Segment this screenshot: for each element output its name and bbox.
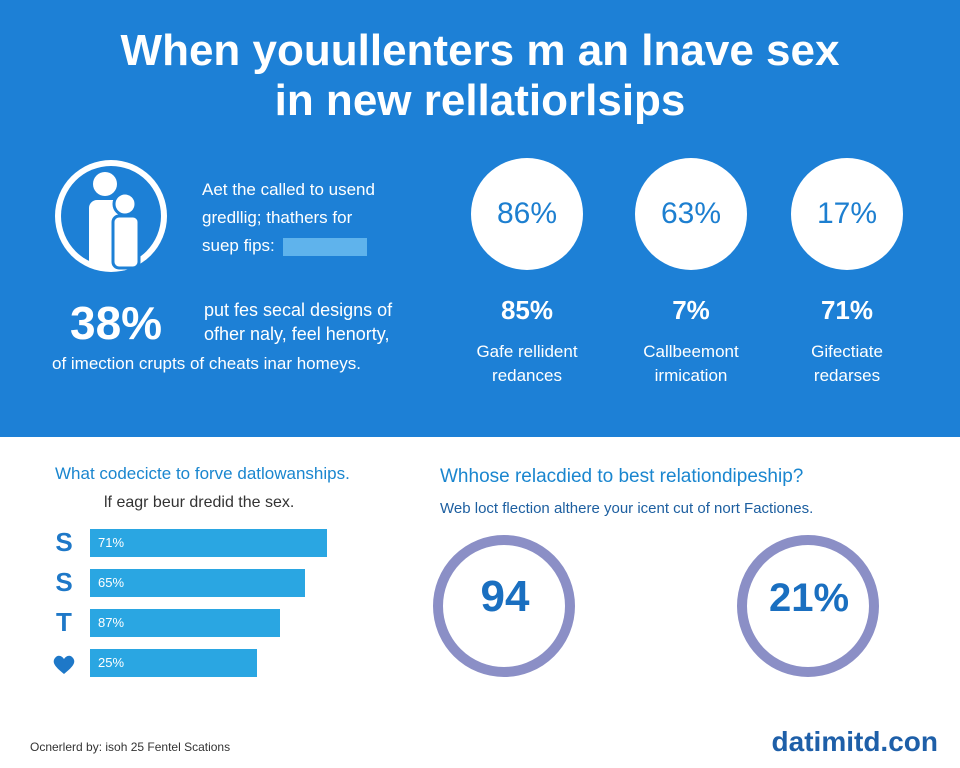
stat-circle: 86%: [471, 158, 583, 270]
bar-label: 71%: [98, 535, 125, 550]
highlight-line: ofher naly, feel henorty,: [204, 324, 390, 344]
stat-label: irmication: [654, 366, 728, 385]
bar: [90, 649, 257, 677]
bar-icon: S: [55, 567, 73, 597]
stat-label: redarses: [813, 366, 881, 385]
title: When youullenters m an lnave sex: [120, 26, 840, 75]
footer-brand: datimitd.con: [771, 726, 938, 757]
footer-credit: Ocnerlerd by: isoh 25 Fentel Scations: [30, 740, 231, 754]
stat-label: Gifectiate: [811, 342, 883, 361]
heart-icon: [53, 655, 75, 674]
stat-value: 85%: [500, 295, 554, 325]
title: in new rellatiorlsips: [274, 76, 686, 125]
stat-circle: 17%: [791, 158, 903, 270]
bar-label: 25%: [98, 655, 125, 670]
bar: [90, 529, 327, 557]
panel-subtitle: Web loct flection althere your icent cut…: [440, 500, 814, 517]
panel-title: What codecicte to forve datlowanships.: [55, 464, 350, 483]
highlight-caption: of imection crupts of cheats inar homeys…: [52, 354, 361, 373]
stat-label: Gafe rellident: [476, 342, 578, 361]
bar: [90, 609, 280, 637]
intro-line: suep fips:: [202, 232, 375, 260]
donut: [433, 535, 575, 677]
intro-line: gredllig; thathers for: [202, 208, 353, 227]
bar-icon: T: [56, 607, 72, 637]
bar: [90, 569, 305, 597]
bar-label: 65%: [98, 575, 125, 590]
bar-label: 87%: [98, 615, 125, 630]
stat-value: 7%: [672, 295, 710, 325]
highlight-stat: 38%: [70, 297, 163, 349]
donut: [737, 535, 879, 677]
intro-line: Aet the called to usend: [202, 180, 375, 199]
stat-label: redances: [492, 366, 562, 385]
panel-title: Whhose relacdied to best relationdipeshi…: [440, 466, 804, 487]
panel-subtitle: lf eagr beur dredid the sex.: [104, 494, 295, 511]
highlight-line: put fes secal designs of: [204, 300, 393, 320]
stat-value: 71%: [820, 295, 874, 325]
donut-label: 21%: [768, 576, 850, 620]
donut-label: 94: [480, 572, 530, 621]
bar-icon: S: [55, 527, 73, 557]
stat-circle: 63%: [635, 158, 747, 270]
stat-label: Callbeemont: [643, 342, 739, 361]
person-icon: [55, 160, 167, 272]
